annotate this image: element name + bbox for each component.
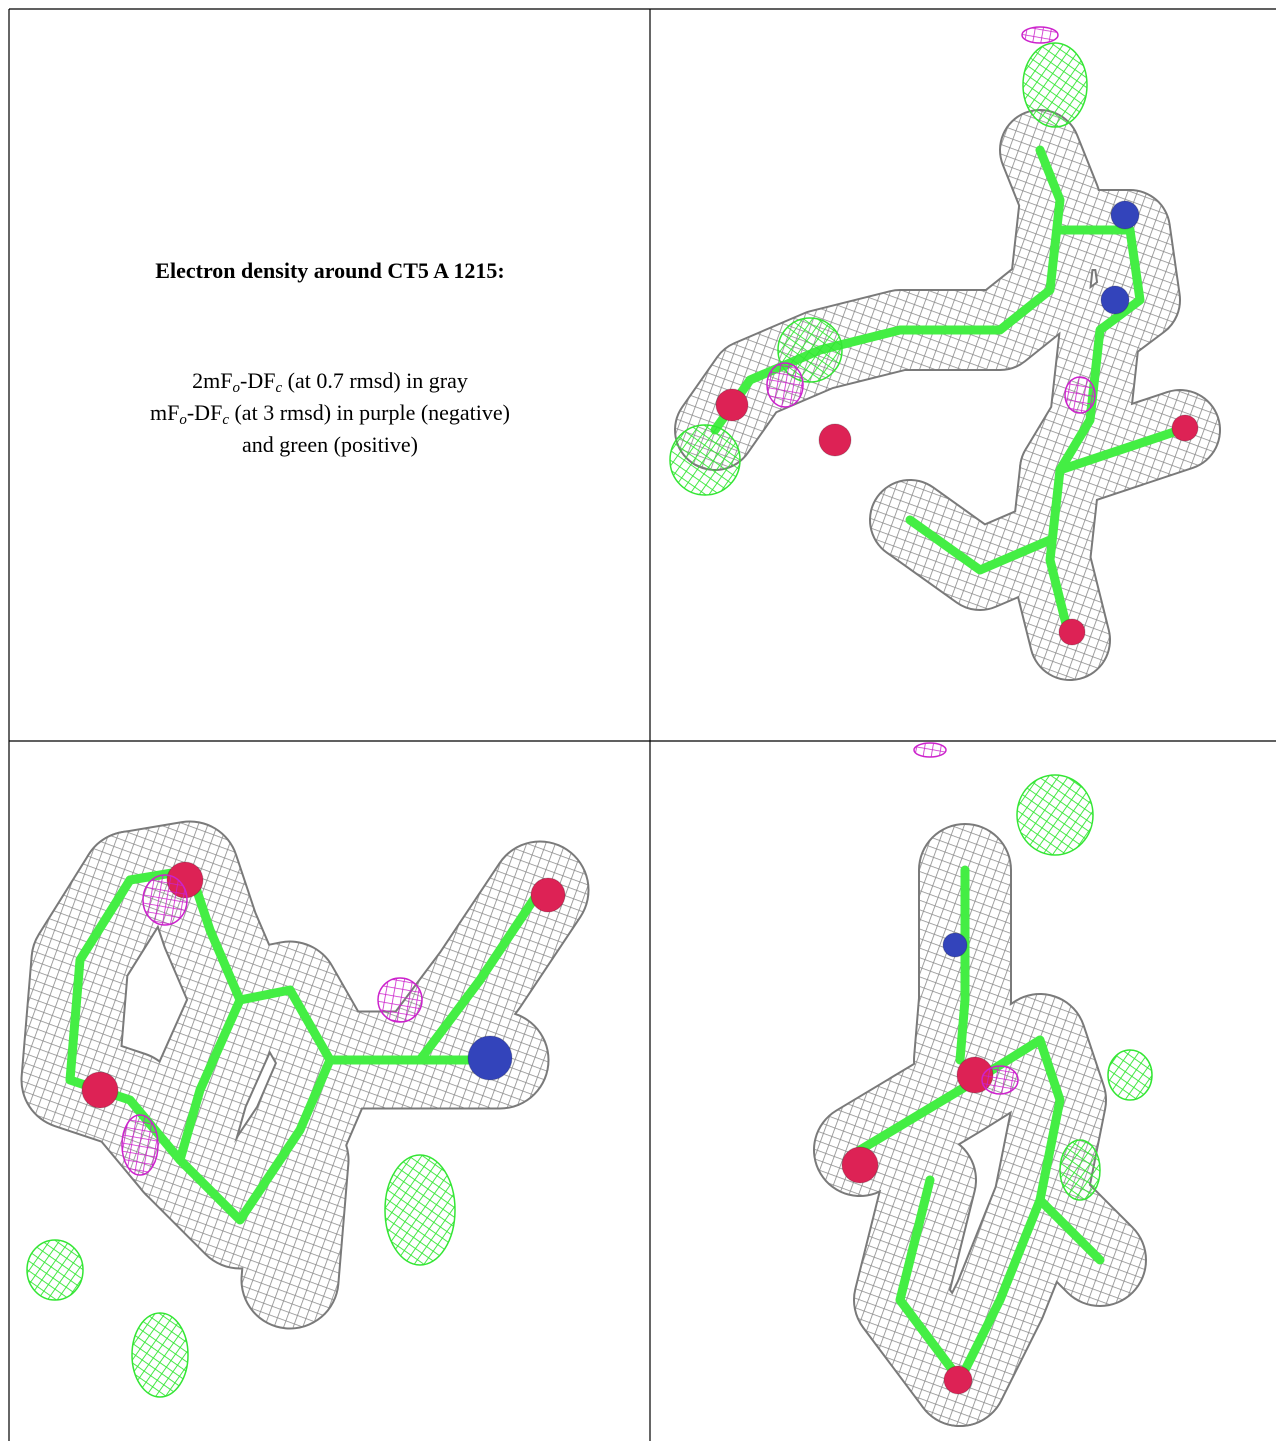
- text-run: and green (positive): [242, 432, 418, 457]
- atom: [1111, 201, 1139, 229]
- subscript: o: [233, 380, 241, 396]
- atom: [82, 1072, 118, 1108]
- positive-density: [385, 1155, 455, 1265]
- text-run: 2mF: [192, 368, 232, 393]
- negative-density: [982, 1066, 1018, 1094]
- text-run: (at 3 rmsd) in purple (negative): [229, 400, 510, 425]
- atom: [1101, 286, 1129, 314]
- atom: [1059, 619, 1085, 645]
- positive-density: [132, 1313, 188, 1397]
- negative-density: [1065, 377, 1095, 413]
- caption-line: 2mFo-DFc (at 0.7 rmsd) in gray: [10, 365, 650, 397]
- positive-density: [670, 425, 740, 495]
- atom: [943, 933, 967, 957]
- atom: [531, 878, 565, 912]
- bond: [960, 870, 965, 1060]
- caption-title: Electron density around CT5 A 1215:: [10, 258, 650, 284]
- negative-density: [122, 1115, 158, 1175]
- atom: [716, 389, 748, 421]
- subscript: c: [222, 412, 229, 428]
- text-run: mF: [150, 400, 179, 425]
- negative-density: [767, 363, 803, 407]
- negative-density: [914, 743, 946, 757]
- positive-density: [1060, 1140, 1100, 1200]
- density-mesh: [290, 1160, 300, 1280]
- negative-density: [1022, 27, 1058, 43]
- positive-density: [1108, 1050, 1152, 1100]
- caption-line: mFo-DFc (at 3 rmsd) in purple (negative): [10, 397, 650, 429]
- caption-cell: Electron density around CT5 A 1215: 2mFo…: [10, 10, 650, 741]
- caption-line: and green (positive): [10, 429, 650, 461]
- positive-density: [27, 1240, 83, 1300]
- negative-density: [143, 875, 187, 925]
- atom: [944, 1366, 972, 1394]
- text-run: (at 0.7 rmsd) in gray: [282, 368, 468, 393]
- positive-density: [1023, 43, 1087, 127]
- text-run: -DF: [187, 400, 222, 425]
- atom: [1172, 415, 1198, 441]
- atom: [842, 1147, 878, 1183]
- page: Electron density around CT5 A 1215: 2mFo…: [0, 0, 1276, 1441]
- atom: [819, 424, 851, 456]
- subscript: o: [179, 412, 187, 428]
- positive-density: [1017, 775, 1093, 855]
- atom: [468, 1036, 512, 1080]
- negative-density: [378, 978, 422, 1022]
- text-run: -DF: [240, 368, 275, 393]
